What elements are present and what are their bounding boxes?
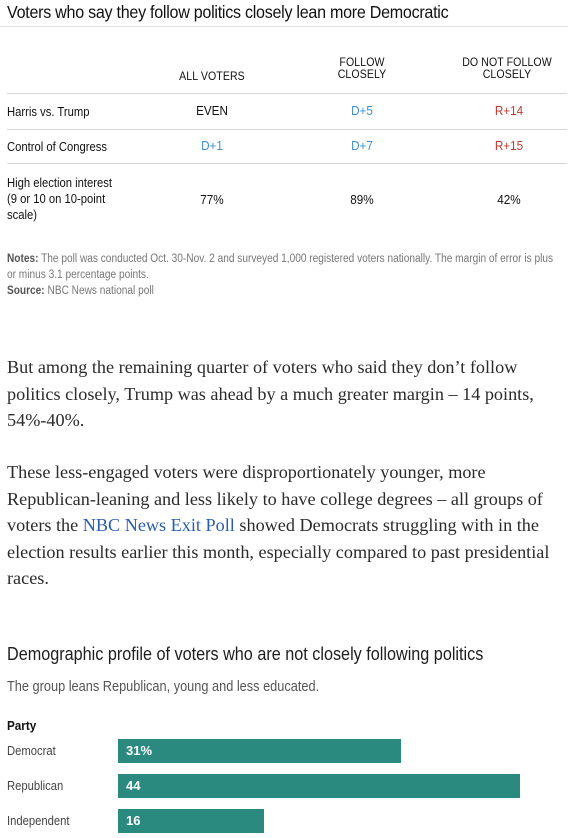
chart-title: Demographic profile of voters who are no… <box>7 644 484 664</box>
table-row: High election interest (9 or 10 on 10-po… <box>7 163 567 223</box>
notes-text-2: or minus 3.1 percentage points. <box>7 269 149 281</box>
table-row: Harris vs. Trump EVEN D+5 R+14 <box>7 93 567 129</box>
para2-text-before: These less-engaged voters were dispropor… <box>7 462 543 535</box>
bar-value-label: 44 <box>126 778 141 793</box>
article-paragraph-2: These less-engaged voters were dispropor… <box>7 459 563 592</box>
header-not-follow-closely: DO NOT FOLLOW CLOSELY <box>454 56 560 80</box>
divider <box>0 26 568 27</box>
cell-all: 77% <box>200 192 224 207</box>
header-all-voters: ALL VOTERS <box>164 70 261 82</box>
source-label: Source: <box>7 285 45 297</box>
bar-category-label: Democrat <box>7 744 56 758</box>
cell-follow: D+5 <box>351 103 373 118</box>
cell-follow: D+7 <box>351 138 373 153</box>
party-group-label: Party <box>7 718 37 733</box>
cell-follow: 89% <box>350 192 374 207</box>
bar-value-label: 16 <box>126 813 141 828</box>
cell-notfollow: R+14 <box>494 103 524 118</box>
row-label-line3: scale) <box>7 208 38 222</box>
bar-value-label: 31% <box>126 743 153 758</box>
notes-text: The poll was conducted Oct. 30-Nov. 2 an… <box>41 253 554 265</box>
article-paragraph-1: But among the remaining quarter of voter… <box>7 357 534 430</box>
bar: 44 <box>118 774 520 798</box>
header-follow-line1: FOLLOW <box>339 55 385 69</box>
notes-label: Notes: <box>7 253 39 265</box>
cell-all: D+1 <box>201 138 223 153</box>
table-notes: Notes: The poll was conducted Oct. 30-No… <box>7 251 567 299</box>
bar-category-label: Republican <box>7 779 64 793</box>
table-title: Voters who say they follow politics clos… <box>7 2 449 22</box>
cell-notfollow: R+15 <box>494 138 524 153</box>
cell-notfollow: 42% <box>497 192 521 207</box>
table-row: Control of Congress D+1 D+7 R+15 <box>7 129 567 163</box>
header-notfollow-line2: CLOSELY <box>482 67 532 81</box>
header-follow-closely: FOLLOW CLOSELY <box>309 56 415 80</box>
header-follow-line2: CLOSELY <box>337 67 387 81</box>
nbc-exit-poll-link[interactable]: NBC News Exit Poll <box>82 515 235 535</box>
bar: 16 <box>118 809 264 833</box>
header-all-label: ALL VOTERS <box>179 69 245 83</box>
row-label-line1: High election interest <box>7 176 113 190</box>
row-label-line2: (9 or 10 on 10-point <box>7 192 106 206</box>
source-text: NBC News national poll <box>47 285 154 297</box>
cell-all: EVEN <box>196 103 228 118</box>
bar: 31% <box>118 739 401 763</box>
row-label: Harris vs. Trump <box>7 105 90 119</box>
para2-text-after: showed Democrats struggling with in the … <box>7 515 550 588</box>
row-label: Control of Congress <box>7 140 108 154</box>
bar-category-label: Independent <box>7 814 70 828</box>
chart-subtitle: The group leans Republican, young and le… <box>7 679 320 695</box>
header-notfollow-line1: DO NOT FOLLOW <box>462 55 552 69</box>
